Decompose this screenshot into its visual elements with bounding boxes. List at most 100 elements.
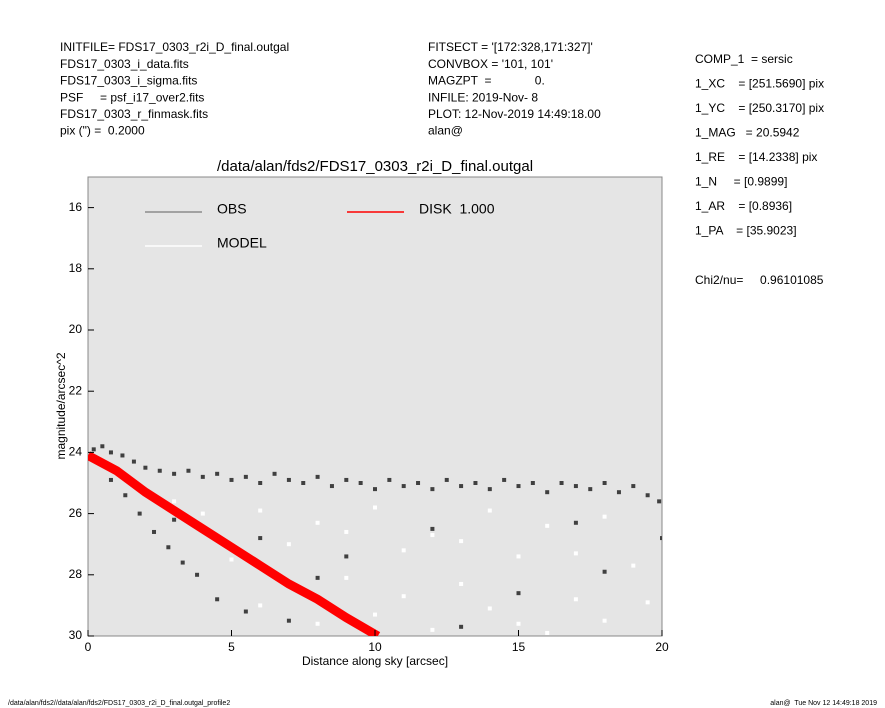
y-tick-label: 22 [69,383,83,397]
data-point [301,481,306,485]
chart-title: /data/alan/fds2/FDS17_0303_r2i_D_final.o… [217,158,533,175]
data-point [516,554,521,559]
y-tick-label: 30 [69,628,83,642]
data-point [172,517,177,522]
data-point [487,487,492,492]
data-point [137,511,142,516]
data-point [172,499,177,504]
header-text: PLOT: 12-Nov-2019 14:49:18.00 [428,107,601,121]
data-point [657,499,662,504]
header-text: 1_YC = [250.3170] pix [695,101,824,115]
data-point [516,621,521,626]
data-point [516,484,521,489]
data-point [430,627,435,632]
data-point [645,600,650,605]
chi2: Chi2/nu= 0.96101085 [695,273,824,287]
data-point [200,474,205,479]
y-tick-label: 20 [69,322,83,336]
legend-label: DISK 1.000 [419,201,495,217]
header-text: COMP_1 = sersic [695,52,793,66]
data-point [120,453,125,458]
data-point [166,545,171,550]
footer-right: alan@ Tue Nov 12 14:49:18 2019 [770,700,877,707]
data-point [430,526,435,531]
header-text: INFILE: 2019-Nov- 8 [428,90,538,104]
x-tick-label: 20 [655,640,669,654]
data-point [444,477,449,482]
data-point [573,551,578,556]
header-text: 1_AR = [0.8936] [695,199,792,213]
data-point [473,481,478,485]
data-point [229,477,234,482]
data-point [195,572,200,577]
data-point [157,468,162,473]
data-point [545,523,550,528]
data-point [416,481,421,485]
data-point [344,575,349,580]
x-tick-label: 5 [228,640,235,654]
data-point [487,606,492,611]
data-point [631,563,636,568]
data-point [286,477,291,482]
data-point [401,594,406,599]
header-text: CONVBOX = '101, 101' [428,57,553,71]
data-point [631,484,636,489]
footer-left: /data/alan/fds2//data/alan/fds2/FDS17_03… [8,700,230,707]
header-text: 1_RE = [14.2338] pix [695,150,817,164]
y-tick-label: 18 [69,261,83,275]
data-point [459,624,464,629]
data-point [645,493,650,498]
data-point [373,487,377,492]
data-point [315,575,320,580]
data-point [272,471,277,476]
data-point [143,465,148,470]
data-point [487,508,492,513]
header-text: 1_XC = [251.5690] pix [695,77,824,91]
data-point [602,514,607,519]
data-point [258,603,263,608]
data-point [286,618,291,623]
data-point [180,560,185,565]
header-text: MAGZPT = 0. [428,74,545,88]
legend-label: MODEL [217,235,267,251]
data-point [229,557,234,562]
data-point [573,484,578,489]
header-text: 1_PA = [35.9023] [695,224,797,238]
y-axis-label: magnitude/arcsec^2 [54,352,68,459]
data-point [172,471,177,476]
x-axis-label: Distance along sky [arcsec] [302,654,448,668]
legend-label: OBS [217,201,247,217]
x-tick-label: 10 [368,640,382,654]
header-text: FDS17_0303_i_sigma.fits [60,74,197,88]
header-text: PSF = psf_i17_over2.fits [60,90,204,104]
data-point [502,477,507,482]
header-text: FDS17_0303_r_finmask.fits [60,107,208,121]
data-point [459,581,464,586]
header-text: FITSECT = '[172:328,171:327]' [428,40,593,54]
data-point [459,484,464,489]
data-point [315,520,320,525]
data-point [430,487,435,492]
data-point [131,459,136,464]
data-point [602,481,607,485]
data-point [91,447,96,452]
data-point [559,481,564,485]
data-point [530,481,535,485]
data-point [108,477,113,482]
data-point [123,493,128,498]
data-point [329,484,334,489]
data-point [286,542,291,547]
data-point [459,539,464,544]
header-text: INITFILE= FDS17_0303_r2i_D_final.outgal [60,40,289,54]
data-point [373,612,377,617]
model-band [88,451,381,636]
header-text: 1_MAG = 20.5942 [695,126,800,140]
data-point [243,609,248,614]
x-tick-label: 15 [512,640,526,654]
data-point [100,444,105,449]
data-point [373,505,377,510]
data-point [573,597,578,602]
plot-data [88,444,662,636]
data-point [152,529,157,534]
data-point [243,474,248,479]
